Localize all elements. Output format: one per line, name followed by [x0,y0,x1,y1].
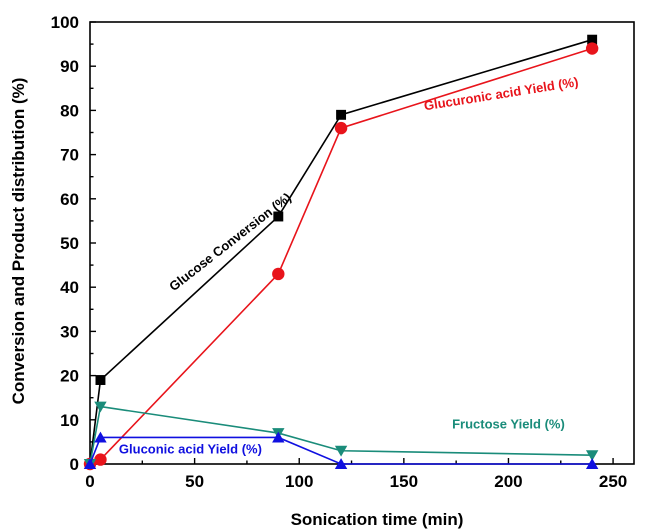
y-tick-label: 90 [60,57,79,76]
series-circle: Glucuronic acid Yield (%) [83,42,599,471]
y-tick-label: 80 [60,101,79,120]
x-tick-label: 250 [599,472,627,491]
y-tick-label: 40 [60,278,79,297]
y-tick-label: 10 [60,411,79,430]
y-tick-label: 60 [60,190,79,209]
x-tick-label: 150 [390,472,418,491]
y-tick-label: 30 [60,322,79,341]
y-tick-label: 70 [60,146,79,165]
x-axis-title: Sonication time (min) [291,510,464,529]
series-label: Glucuronic acid Yield (%) [423,74,579,113]
series-label: Gluconic acid Yield (%) [119,441,262,456]
data-point-triangle-down [334,445,348,457]
series-line [89,38,593,465]
series-label: Fructose Yield (%) [452,417,565,432]
x-tick-label: 100 [285,472,313,491]
data-point-triangle-up [585,458,599,469]
y-axis-title: Conversion and Product distribution (%) [9,78,28,405]
data-point-triangle-up [94,431,107,443]
data-point-triangle-up [272,431,285,443]
data-point-square [273,211,284,222]
y-tick-label: 0 [70,455,79,474]
y-tick-label: 20 [60,367,79,386]
data-point-square [95,375,106,385]
series-square: Glucose Conversion (%) [85,34,598,469]
data-point-circle [585,42,599,55]
data-point-square [336,109,347,120]
data-point-triangle-up [83,458,97,469]
x-tick-label: 200 [494,472,522,491]
x-tick-label: 0 [85,472,94,491]
data-point-triangle-up [334,458,348,469]
data-point-circle [94,453,107,466]
y-tick-label: 50 [60,234,79,253]
data-point-square [587,34,598,45]
series-triangle-up: Gluconic acid Yield (%) [83,431,599,469]
x-tick-label: 50 [185,472,204,491]
data-point-triangle-down [94,401,107,413]
data-point-circle [334,121,348,135]
data-point-circle [272,267,285,281]
series-layer: Glucose Conversion (%)Glucuronic acid Yi… [83,34,599,471]
data-point-triangle-down [585,450,599,462]
y-tick-label: 100 [51,13,79,32]
